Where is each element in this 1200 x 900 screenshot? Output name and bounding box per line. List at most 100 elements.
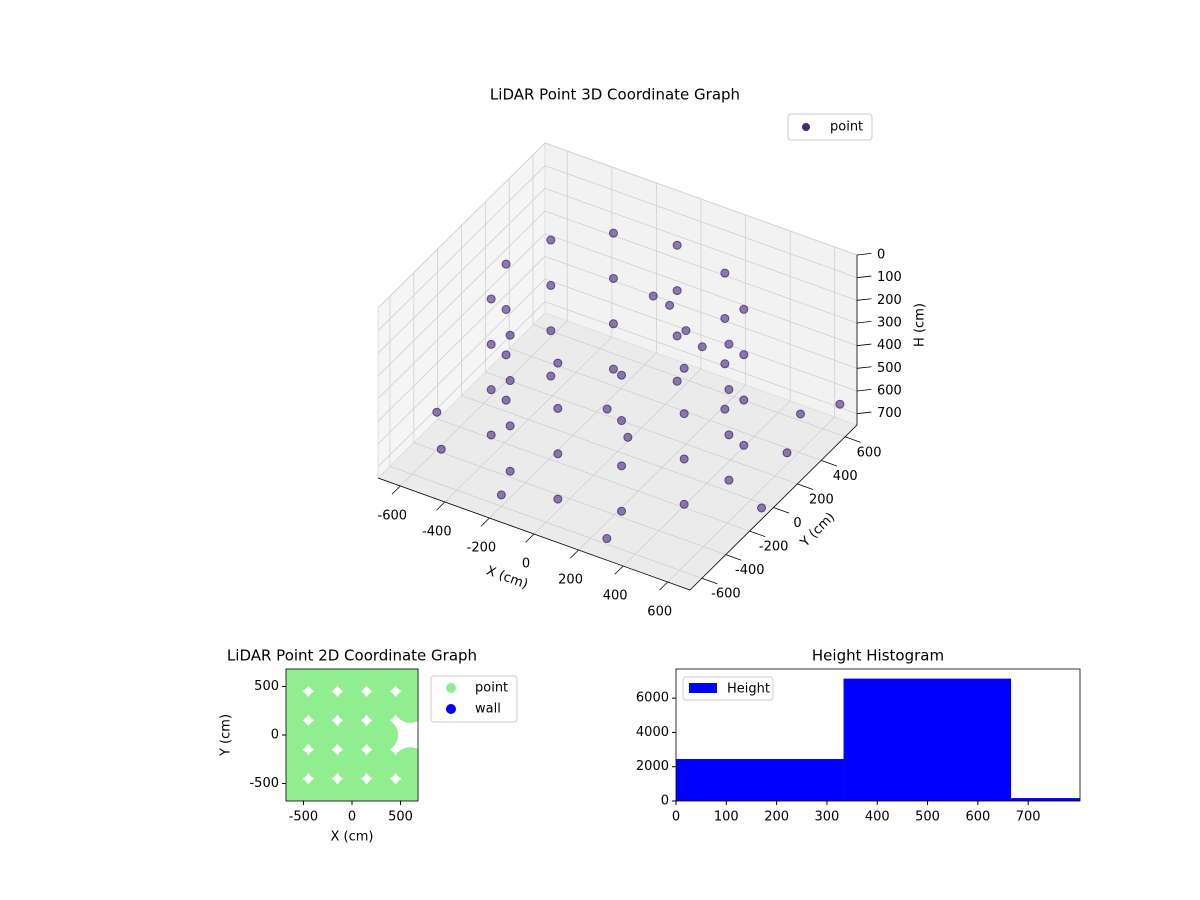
- tick-mark: [821, 459, 837, 467]
- z-tick-label: 400: [877, 338, 902, 353]
- point: [672, 331, 682, 341]
- point: [486, 385, 496, 395]
- point: [501, 395, 511, 405]
- point: [501, 350, 511, 360]
- tick-mark: [391, 485, 401, 495]
- tick-mark: [773, 507, 790, 514]
- point: [432, 407, 442, 417]
- grid-line: [377, 301, 546, 467]
- grid-line: [377, 256, 546, 422]
- x-tick-label: 200: [558, 573, 583, 588]
- x-tick-label: 600: [965, 810, 990, 825]
- tick-mark: [856, 343, 872, 347]
- chart-title: LiDAR Point 3D Coordinate Graph: [490, 86, 740, 104]
- grid-line: [544, 142, 858, 256]
- point: [608, 228, 618, 238]
- tick-mark: [856, 275, 872, 279]
- point: [335, 669, 369, 694]
- tick-mark: [659, 581, 668, 591]
- bars: [676, 678, 1080, 801]
- point: [486, 339, 496, 349]
- axis-line: [689, 424, 858, 591]
- tick-mark: [569, 549, 579, 559]
- point: [546, 371, 556, 381]
- point: [617, 370, 627, 380]
- legend-marker: [446, 683, 456, 693]
- y-tick-label: -500: [249, 776, 279, 791]
- tick-mark: [436, 501, 446, 511]
- points: [286, 669, 418, 801]
- point: [679, 499, 689, 509]
- bar: [1011, 798, 1080, 801]
- x-tick-label: 400: [603, 589, 628, 604]
- z-tick-label: 0: [877, 248, 885, 263]
- point: [724, 475, 734, 485]
- bar: [676, 759, 844, 801]
- point: [364, 747, 399, 782]
- point: [393, 747, 418, 782]
- tick-mark: [844, 436, 861, 443]
- x-tick-label: 0: [672, 810, 680, 825]
- point: [486, 294, 496, 304]
- z-tick-label: 300: [877, 316, 902, 331]
- point: [672, 376, 682, 386]
- grid-line: [544, 278, 858, 392]
- point: [697, 342, 707, 352]
- point: [505, 376, 515, 386]
- point: [305, 718, 340, 752]
- x-axis-label: X (cm): [331, 830, 374, 845]
- point: [672, 240, 682, 250]
- point: [617, 461, 627, 471]
- point: [724, 339, 734, 349]
- point: [796, 409, 805, 419]
- grid-line: [509, 347, 822, 461]
- bar: [843, 678, 1012, 801]
- grid-line: [377, 142, 546, 309]
- plot-3d: -600 -400 -200 0 200 400 600 -600 -400 -200 0 200 40…: [377, 113, 902, 620]
- y-axis-label: Y (cm): [219, 714, 234, 757]
- point: [724, 430, 734, 440]
- point: [739, 440, 749, 450]
- x-tick-label: 300: [815, 810, 840, 825]
- y-tick-label: 400: [833, 469, 858, 484]
- point: [286, 776, 311, 801]
- grid-line: [377, 233, 546, 399]
- plot-frame: [675, 668, 1081, 802]
- tick-mark: [856, 321, 872, 324]
- y-tick-label: 2000: [636, 759, 669, 774]
- x-tick-label: 500: [388, 810, 413, 825]
- point: [501, 305, 511, 314]
- point: [305, 747, 340, 782]
- y-tick-label: -600: [711, 587, 741, 602]
- z-tick-label: 200: [877, 293, 902, 308]
- point: [286, 669, 311, 694]
- x-tick-label: 100: [714, 810, 739, 825]
- legend-marker: [802, 123, 810, 131]
- point: [553, 358, 563, 368]
- point: [757, 503, 767, 513]
- grid-line: [377, 165, 546, 331]
- y-tick-label: 6000: [636, 691, 669, 706]
- legend-marker: [689, 683, 717, 693]
- point: [546, 280, 556, 290]
- point: [364, 669, 399, 694]
- y-tick-label: 0: [661, 794, 669, 809]
- x-tick-label: 600: [647, 605, 672, 620]
- legend-label: point: [475, 681, 508, 696]
- point: [608, 364, 618, 374]
- grid-line: [544, 255, 858, 369]
- point: [617, 506, 627, 516]
- point: [305, 688, 340, 723]
- point: [486, 430, 496, 440]
- point: [665, 300, 675, 310]
- point: [679, 409, 689, 419]
- point: [496, 490, 506, 500]
- y-tick-label: -400: [735, 563, 765, 578]
- point: [546, 235, 556, 245]
- x-tick-label: -200: [467, 541, 497, 556]
- point: [335, 747, 369, 782]
- point: [679, 363, 689, 373]
- point: [739, 350, 749, 360]
